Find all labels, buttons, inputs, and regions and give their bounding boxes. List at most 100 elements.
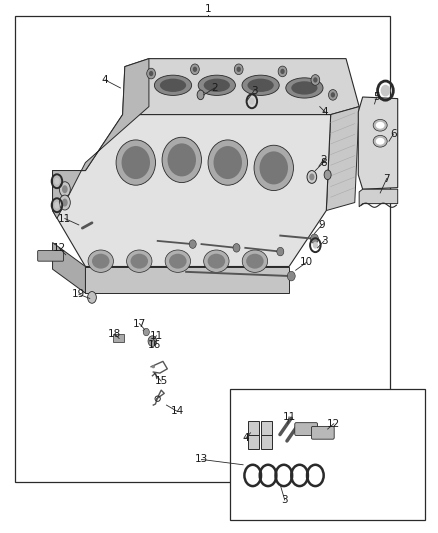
Ellipse shape (246, 254, 264, 269)
Circle shape (189, 240, 196, 248)
Ellipse shape (264, 470, 272, 481)
Text: 6: 6 (390, 130, 397, 139)
Text: 10: 10 (300, 257, 313, 267)
Text: 18: 18 (108, 329, 121, 339)
Text: 9: 9 (318, 220, 325, 230)
FancyBboxPatch shape (295, 423, 318, 435)
Circle shape (313, 77, 318, 83)
Ellipse shape (152, 365, 155, 368)
Ellipse shape (165, 250, 191, 272)
Ellipse shape (259, 151, 288, 184)
Ellipse shape (204, 78, 230, 92)
Ellipse shape (242, 250, 268, 272)
Text: 15: 15 (155, 376, 168, 386)
Ellipse shape (160, 78, 186, 92)
Text: 3: 3 (321, 236, 328, 246)
Ellipse shape (88, 250, 113, 272)
Circle shape (143, 328, 149, 336)
Text: 12: 12 (327, 419, 340, 429)
Circle shape (191, 64, 199, 75)
Polygon shape (85, 266, 289, 293)
Circle shape (287, 271, 295, 281)
Circle shape (193, 67, 197, 72)
Polygon shape (123, 59, 359, 115)
Text: 2: 2 (320, 155, 327, 165)
Ellipse shape (248, 470, 257, 481)
FancyBboxPatch shape (311, 426, 334, 439)
Bar (248, 435, 259, 449)
Ellipse shape (376, 138, 385, 144)
Ellipse shape (376, 122, 385, 128)
Bar (113, 334, 124, 342)
Text: 11: 11 (58, 214, 71, 223)
Text: 5: 5 (373, 92, 380, 102)
Text: 19: 19 (72, 289, 85, 299)
Ellipse shape (313, 242, 318, 248)
Polygon shape (53, 243, 85, 293)
Ellipse shape (214, 146, 242, 179)
Ellipse shape (286, 78, 323, 98)
Text: 4: 4 (102, 75, 109, 85)
Polygon shape (53, 59, 149, 219)
Circle shape (278, 66, 287, 77)
Ellipse shape (208, 140, 247, 185)
Ellipse shape (208, 254, 225, 269)
Ellipse shape (279, 470, 288, 481)
Ellipse shape (311, 470, 320, 481)
Bar (261, 421, 272, 435)
Ellipse shape (62, 199, 67, 207)
Ellipse shape (169, 254, 187, 269)
Circle shape (311, 234, 318, 244)
Text: 4: 4 (242, 433, 249, 443)
Circle shape (328, 90, 337, 100)
Ellipse shape (381, 85, 390, 96)
Ellipse shape (154, 75, 192, 95)
Polygon shape (53, 115, 331, 266)
Ellipse shape (121, 146, 150, 179)
Ellipse shape (373, 119, 387, 131)
Ellipse shape (54, 178, 60, 184)
Ellipse shape (309, 173, 314, 180)
Ellipse shape (54, 201, 60, 208)
Ellipse shape (295, 470, 304, 481)
Polygon shape (326, 107, 359, 211)
Bar (230, 389, 425, 520)
FancyBboxPatch shape (38, 251, 64, 261)
Circle shape (148, 336, 157, 346)
Circle shape (234, 64, 243, 75)
Circle shape (277, 247, 284, 256)
Ellipse shape (62, 185, 67, 193)
Text: 3: 3 (281, 495, 288, 505)
Bar (15, 16, 390, 482)
Text: 7: 7 (383, 174, 390, 183)
Ellipse shape (59, 182, 70, 197)
Text: 1: 1 (205, 4, 212, 14)
Text: 16: 16 (148, 340, 161, 350)
Ellipse shape (254, 145, 293, 190)
Text: 17: 17 (133, 319, 146, 328)
Text: 4: 4 (321, 107, 328, 117)
Ellipse shape (204, 250, 229, 272)
Polygon shape (358, 97, 398, 189)
Ellipse shape (127, 250, 152, 272)
Ellipse shape (249, 98, 254, 104)
Ellipse shape (59, 195, 70, 210)
Ellipse shape (307, 171, 317, 183)
Bar (261, 435, 272, 449)
Text: 11: 11 (283, 412, 296, 422)
Ellipse shape (167, 143, 196, 176)
Circle shape (147, 68, 155, 79)
Text: 3: 3 (251, 86, 258, 95)
Text: 14: 14 (171, 407, 184, 416)
Ellipse shape (162, 138, 201, 182)
Ellipse shape (242, 75, 279, 95)
Polygon shape (359, 189, 398, 207)
Circle shape (280, 69, 285, 74)
Ellipse shape (197, 90, 204, 100)
Ellipse shape (291, 81, 318, 95)
Text: 13: 13 (195, 455, 208, 464)
Circle shape (233, 244, 240, 252)
Text: 8: 8 (320, 158, 327, 167)
Circle shape (237, 67, 241, 72)
Ellipse shape (247, 78, 274, 92)
